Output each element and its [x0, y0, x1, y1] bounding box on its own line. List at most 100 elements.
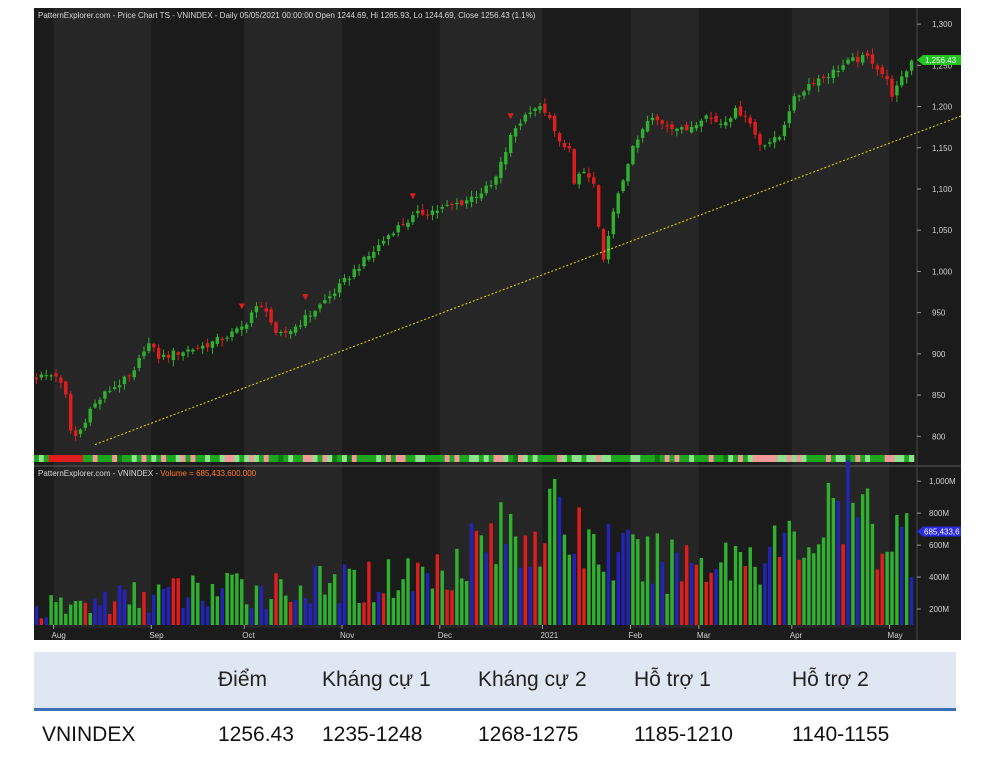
- candle-body: [112, 387, 117, 389]
- signal-strip-cell: [356, 455, 362, 462]
- levels-cell-support-2: 1140-1155: [792, 723, 890, 746]
- volume-bar: [816, 544, 821, 625]
- candle-body: [362, 257, 366, 267]
- price-tick-label: 1,050: [932, 226, 953, 235]
- signal-strip-cell: [527, 455, 533, 462]
- candle-body: [900, 76, 904, 86]
- signal-strip-cell: [464, 455, 470, 462]
- signal-strip-cell: [131, 455, 137, 462]
- volume-bar: [166, 586, 171, 625]
- volume-bar: [284, 595, 288, 625]
- candle-body: [416, 210, 420, 214]
- volume-bar: [391, 597, 396, 625]
- candle-body: [611, 211, 616, 235]
- candle-body: [577, 173, 581, 185]
- candle-body: [851, 57, 855, 61]
- candle-body: [904, 71, 909, 78]
- signal-strip-cell: [73, 455, 79, 462]
- candle-body: [200, 345, 205, 349]
- month-label: Oct: [242, 631, 255, 640]
- volume-bar: [244, 604, 249, 625]
- signal-strip-cell: [219, 455, 225, 462]
- candle-body: [655, 116, 660, 121]
- candle-body: [748, 117, 752, 124]
- candle-body: [543, 103, 547, 113]
- candle-body: [787, 111, 792, 124]
- candle-body: [235, 328, 239, 333]
- last-price-tag: [917, 55, 961, 66]
- levels-header-support-1: Hỗ trợ 1: [634, 668, 711, 691]
- volume-bar: [186, 597, 190, 625]
- levels-table: Điểm Kháng cự 1 Kháng cự 2 Hỗ trợ 1 Hỗ t…: [34, 652, 956, 759]
- signal-strip-cell: [557, 455, 563, 462]
- levels-header-row: Điểm Kháng cự 1 Kháng cự 2 Hỗ trợ 1 Hỗ t…: [34, 652, 956, 710]
- signal-strip-cell: [273, 455, 279, 462]
- volume-bar: [821, 537, 826, 625]
- candle-body: [117, 385, 122, 388]
- volume-bar: [753, 566, 757, 625]
- candle-body: [518, 123, 523, 126]
- candle-body: [689, 127, 694, 133]
- signal-strip-cell: [371, 455, 377, 462]
- candle-body: [763, 145, 767, 147]
- signal-strip-cell: [38, 455, 45, 462]
- candle-body: [264, 308, 268, 312]
- signal-strip-cell: [107, 455, 113, 462]
- candle-body: [176, 352, 180, 355]
- volume-bar: [645, 536, 650, 625]
- candle-body: [548, 114, 552, 118]
- volume-tick-label: 200M: [929, 605, 949, 614]
- candle-body: [196, 347, 200, 349]
- signal-strip-cell: [166, 455, 172, 462]
- signal-strip-cell: [249, 455, 255, 462]
- signal-strip-cell: [244, 455, 250, 462]
- volume-bar: [240, 579, 244, 625]
- volume-bar: [782, 532, 787, 625]
- volume-bar: [802, 557, 806, 625]
- volume-bar: [675, 552, 679, 625]
- signal-strip-cell: [102, 455, 108, 462]
- candle-body: [54, 373, 58, 377]
- candle-body: [298, 325, 303, 327]
- candle-body: [499, 161, 503, 179]
- signal-strip-cell: [904, 455, 910, 462]
- candle-body: [738, 106, 743, 116]
- signal-strip-cell: [185, 455, 191, 462]
- candle-body: [753, 122, 757, 135]
- signal-strip-cell: [488, 455, 494, 462]
- signal-strip-cell: [801, 455, 807, 462]
- volume-header-prefix: PatternExplorer.com - VNINDEX -: [38, 469, 160, 478]
- volume-bar: [909, 577, 914, 625]
- candle-body: [557, 133, 562, 142]
- candle-body: [552, 115, 557, 131]
- volume-bar: [318, 566, 322, 625]
- price-tick-label: 800: [932, 432, 946, 441]
- volume-bar: [127, 604, 132, 625]
- signal-strip-cell: [434, 455, 441, 462]
- volume-bar: [758, 584, 762, 625]
- candle-body: [406, 222, 410, 227]
- signal-strip-cell: [659, 455, 665, 462]
- signal-strip-cell: [826, 455, 832, 462]
- signal-strip-cell: [786, 455, 793, 462]
- candle-body: [841, 65, 845, 70]
- candle-body: [88, 408, 92, 423]
- last-volume-label: 685,433,6: [924, 527, 960, 536]
- candle-body: [288, 331, 293, 335]
- volume-bar: [699, 558, 704, 625]
- signal-strip-cell: [816, 455, 822, 462]
- signal-strip-cell: [58, 455, 64, 462]
- volume-tick-label: 600M: [929, 541, 949, 550]
- volume-bar: [147, 612, 151, 625]
- volume-bar: [724, 542, 728, 625]
- signal-strip-cell: [156, 455, 162, 462]
- signal-strip-cell: [444, 455, 450, 462]
- volume-bar: [684, 545, 689, 625]
- signal-strip-cell: [53, 455, 59, 462]
- volume-bar: [264, 609, 268, 625]
- volume-bar: [660, 561, 664, 625]
- signal-strip-cell: [268, 455, 274, 462]
- signal-strip-cell: [894, 455, 900, 462]
- volume-bar: [337, 603, 342, 625]
- volume-bar: [890, 551, 894, 625]
